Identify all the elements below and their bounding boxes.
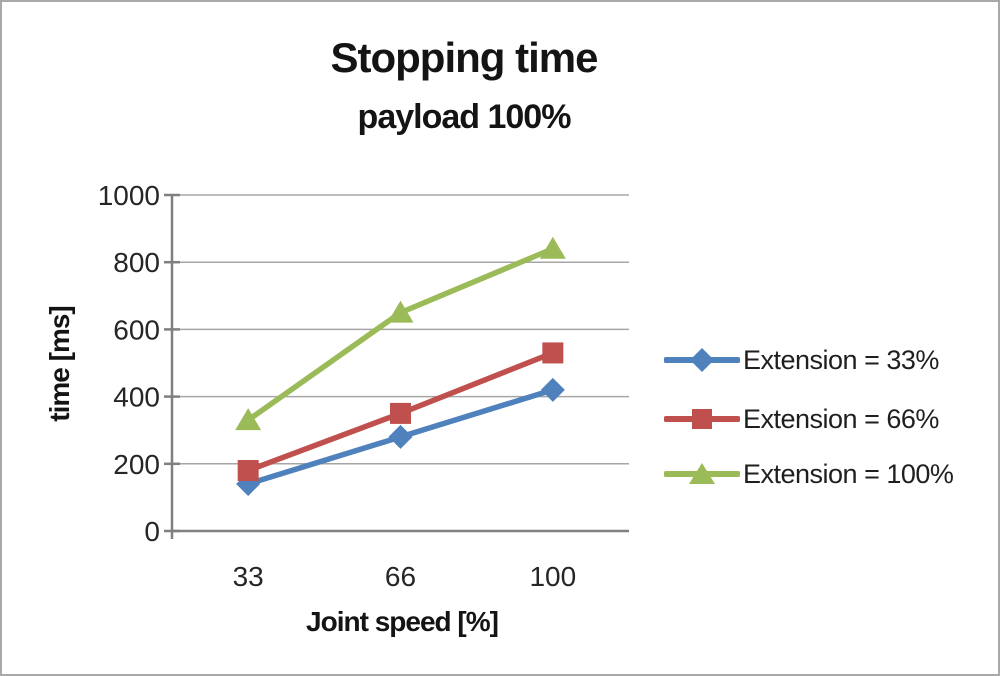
- chart-subtitle: payload 100%: [357, 98, 572, 136]
- chart-title: Stopping time: [330, 34, 599, 81]
- data-point-triangle: [539, 236, 566, 259]
- data-point-triangle: [235, 408, 262, 431]
- y-tick-label: 1000: [98, 180, 160, 211]
- y-tick-label: 600: [113, 314, 160, 345]
- data-point-diamond: [540, 377, 565, 402]
- data-point-square: [390, 402, 411, 424]
- x-tick-label: 33: [233, 561, 264, 592]
- x-axis-title: Joint speed [%]: [306, 606, 499, 637]
- x-tick-label: 100: [529, 561, 576, 592]
- x-tick-label: 66: [385, 561, 416, 592]
- data-point-square: [237, 460, 259, 482]
- y-tick-label: 800: [113, 247, 160, 278]
- y-tick-label: 400: [113, 382, 160, 413]
- data-point-triangle: [387, 300, 414, 323]
- data-point-diamond: [388, 424, 413, 449]
- series-line-triangle: [245, 246, 556, 423]
- y-tick-label: 200: [113, 449, 160, 480]
- data-point-square: [542, 342, 564, 364]
- y-tick-label: 0: [144, 516, 160, 547]
